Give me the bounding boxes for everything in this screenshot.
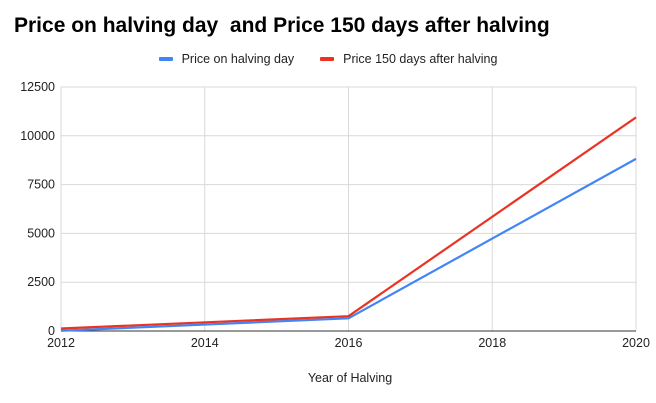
legend-label: Price on halving day [181,52,295,66]
chart-legend: Price on halving day Price 150 days afte… [0,52,656,66]
x-tick-label: 2012 [47,336,75,350]
y-tick-label: 2500 [27,275,55,289]
y-tick-label: 7500 [27,178,55,192]
series-line [60,116,637,330]
legend-label: Price 150 days after halving [343,52,498,66]
x-tick-label: 2016 [335,336,363,350]
chart-title: Price on halving day and Price 150 days … [14,14,550,37]
x-tick-label: 2018 [478,336,506,350]
legend-item-halving-day: Price on halving day [158,52,295,66]
legend-swatch-blue [158,57,173,61]
x-tick-label: 2014 [191,336,219,350]
y-tick-label: 0 [48,324,55,338]
y-tick-label: 12500 [20,80,55,94]
legend-item-150-days: Price 150 days after halving [320,52,497,66]
x-tick-label: 2020 [622,336,650,350]
y-tick-label: 5000 [27,226,55,240]
series-line [60,157,637,332]
y-tick-label: 10000 [20,129,55,143]
x-axis-title: Year of Halving [307,371,393,385]
legend-swatch-red [320,57,335,61]
